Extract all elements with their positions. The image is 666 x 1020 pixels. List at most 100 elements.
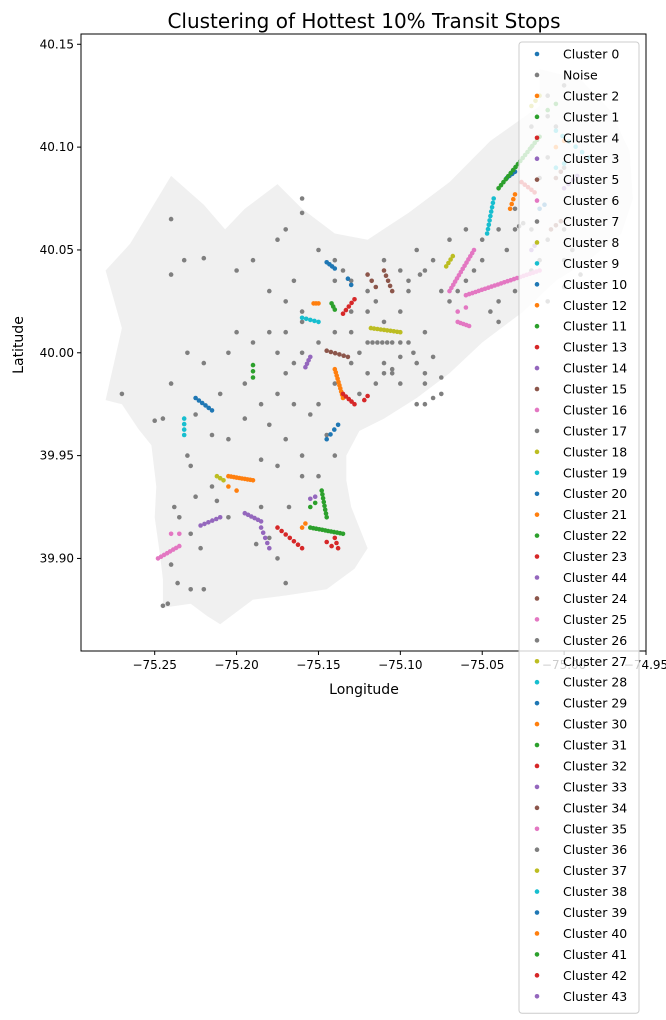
- legend-item: Cluster 36: [534, 842, 627, 857]
- data-point: [291, 360, 297, 366]
- series-cluster-16: [447, 247, 477, 329]
- data-point: [250, 375, 256, 380]
- data-point: [221, 478, 226, 483]
- legend-marker: [534, 344, 540, 350]
- data-point: [385, 278, 391, 284]
- data-point: [265, 540, 270, 546]
- data-point: [332, 278, 338, 284]
- data-point: [312, 494, 318, 500]
- legend-marker: [534, 658, 540, 664]
- data-point: [332, 329, 338, 335]
- legend-label: Cluster 15: [563, 382, 627, 397]
- data-point: [168, 381, 174, 386]
- legend-item: Cluster 23: [534, 549, 627, 564]
- legend-item: Cluster 12: [534, 298, 627, 313]
- series-cluster-24: [365, 272, 379, 290]
- data-point: [422, 268, 428, 273]
- data-point: [214, 473, 220, 479]
- series-cluster-26: [406, 272, 423, 284]
- data-point: [340, 311, 346, 317]
- legend-label: Cluster 22: [563, 528, 627, 543]
- data-point: [323, 511, 329, 516]
- data-point: [304, 361, 310, 367]
- data-point: [308, 496, 313, 502]
- data-point: [463, 305, 469, 310]
- data-point: [175, 580, 180, 586]
- series-cluster-40: [299, 521, 308, 530]
- data-point: [332, 381, 338, 386]
- data-point: [446, 260, 451, 266]
- data-point: [275, 525, 280, 530]
- data-point: [365, 288, 370, 294]
- x-tick-label: −75.20: [214, 658, 258, 672]
- city-boundary-shape: [105, 69, 633, 625]
- data-point: [258, 519, 264, 524]
- legend-marker: [534, 973, 540, 978]
- legend-item: Cluster 2: [534, 88, 619, 103]
- data-point: [181, 416, 187, 421]
- data-point: [250, 478, 256, 483]
- legend-item: Cluster 6: [534, 193, 619, 208]
- legend-marker: [534, 868, 540, 873]
- data-point: [181, 257, 187, 263]
- data-point: [348, 309, 354, 314]
- data-point: [308, 354, 313, 360]
- legend-item: Cluster 7: [534, 214, 619, 229]
- series-cluster-32: [362, 393, 370, 403]
- data-point: [299, 315, 305, 321]
- data-point: [489, 205, 495, 210]
- data-point: [291, 539, 297, 544]
- legend-label: Cluster 19: [563, 465, 627, 480]
- series-cluster-21: [226, 366, 346, 493]
- data-point: [332, 453, 338, 458]
- legend-marker: [534, 407, 540, 413]
- legend-item: Cluster 8: [534, 235, 619, 250]
- data-point: [375, 340, 380, 345]
- legend-item: Cluster 14: [534, 361, 627, 376]
- legend-label: Cluster 5: [563, 172, 619, 187]
- legend-item: Noise: [534, 67, 598, 82]
- series-cluster-10: [324, 260, 338, 271]
- data-point: [398, 309, 403, 314]
- data-point: [226, 484, 231, 489]
- data-point: [316, 247, 321, 253]
- data-point: [267, 545, 272, 551]
- data-point: [381, 371, 387, 376]
- data-point: [332, 307, 338, 312]
- y-tick-label: 39.90: [40, 551, 74, 565]
- data-point: [299, 210, 305, 216]
- series-cluster-23: [275, 391, 357, 551]
- series-cluster-36: [381, 366, 395, 376]
- legend-label: Cluster 33: [563, 779, 627, 794]
- data-point: [275, 350, 280, 356]
- legend: Cluster 0 Noise Cluster 2 Cluster 1 Cluster …: [518, 41, 640, 1014]
- data-point: [177, 515, 182, 520]
- legend-item: Cluster 31: [534, 738, 627, 753]
- legend-marker: [534, 470, 540, 476]
- legend-item: Cluster 19: [534, 465, 627, 480]
- legend-item: Cluster 1: [534, 109, 619, 124]
- data-point: [332, 427, 337, 432]
- data-point: [484, 231, 490, 236]
- legend-marker: [534, 491, 540, 497]
- legend-marker: [534, 323, 540, 329]
- series-cluster-9: [484, 196, 497, 236]
- legend-label: Cluster 39: [563, 905, 627, 920]
- data-point: [455, 309, 461, 314]
- data-point: [283, 371, 289, 376]
- legend-marker: [534, 847, 540, 853]
- legend-marker: [534, 512, 540, 517]
- legend-label: Cluster 21: [563, 507, 627, 522]
- data-point: [242, 381, 248, 386]
- data-point: [234, 268, 239, 273]
- data-point: [340, 268, 346, 273]
- data-point: [381, 257, 387, 263]
- legend-label: Cluster 17: [563, 423, 627, 438]
- data-point: [201, 360, 207, 366]
- legend-item: Cluster 34: [534, 800, 627, 815]
- data-point: [312, 500, 318, 506]
- data-point: [279, 528, 284, 534]
- data-point: [512, 206, 518, 212]
- legend-item: Cluster 16: [534, 402, 627, 417]
